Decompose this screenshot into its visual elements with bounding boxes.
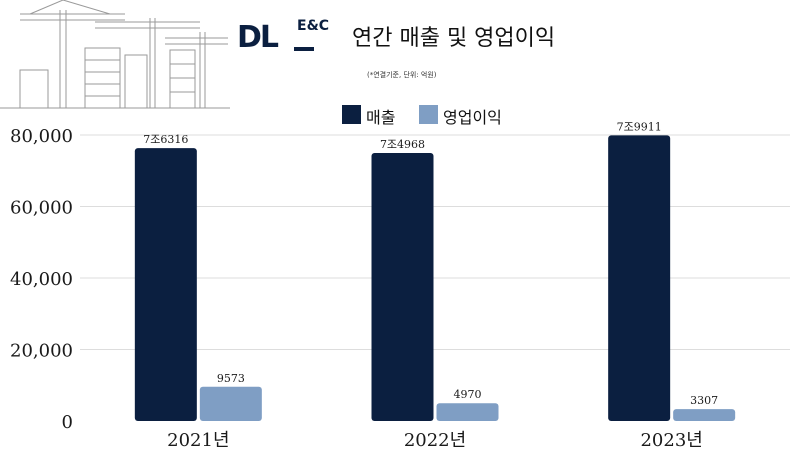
bar	[134, 148, 197, 422]
bar	[371, 152, 434, 422]
chart-title: 연간 매출 및 영업이익	[352, 26, 556, 51]
x-tick-label: 2021년	[167, 430, 229, 450]
legend-label-revenue: 매출	[366, 108, 396, 127]
bar	[199, 386, 262, 421]
data-label: 7조6316	[143, 133, 188, 146]
bar	[436, 403, 499, 421]
legend-label-operating-profit: 영업이익	[443, 108, 502, 127]
construction-crane-illustration	[0, 0, 230, 109]
data-label: 3307	[690, 394, 718, 407]
data-label: 9573	[217, 372, 245, 385]
y-tick-label: 60,000	[10, 198, 73, 219]
bar	[673, 409, 736, 421]
unit-note: (*연결기준, 단위: 억원)	[367, 71, 437, 79]
y-tick-label: 40,000	[10, 269, 73, 290]
x-tick-label: 2023년	[640, 430, 702, 450]
data-label: 7조9911	[617, 120, 662, 133]
y-tick-label: 0	[62, 412, 73, 433]
header: DL E&C 연간 매출 및 영업이익 (*연결기준, 단위: 억원)	[0, 0, 800, 109]
legend-swatch-operating-profit	[419, 105, 438, 124]
y-tick-label: 20,000	[10, 341, 73, 362]
y-tick-label: 80,000	[10, 126, 73, 147]
data-label: 4970	[454, 388, 482, 401]
data-label: 7조4968	[380, 138, 425, 151]
x-tick-label: 2022년	[404, 430, 466, 450]
legend-swatch-revenue	[342, 105, 361, 124]
bar	[608, 135, 671, 421]
